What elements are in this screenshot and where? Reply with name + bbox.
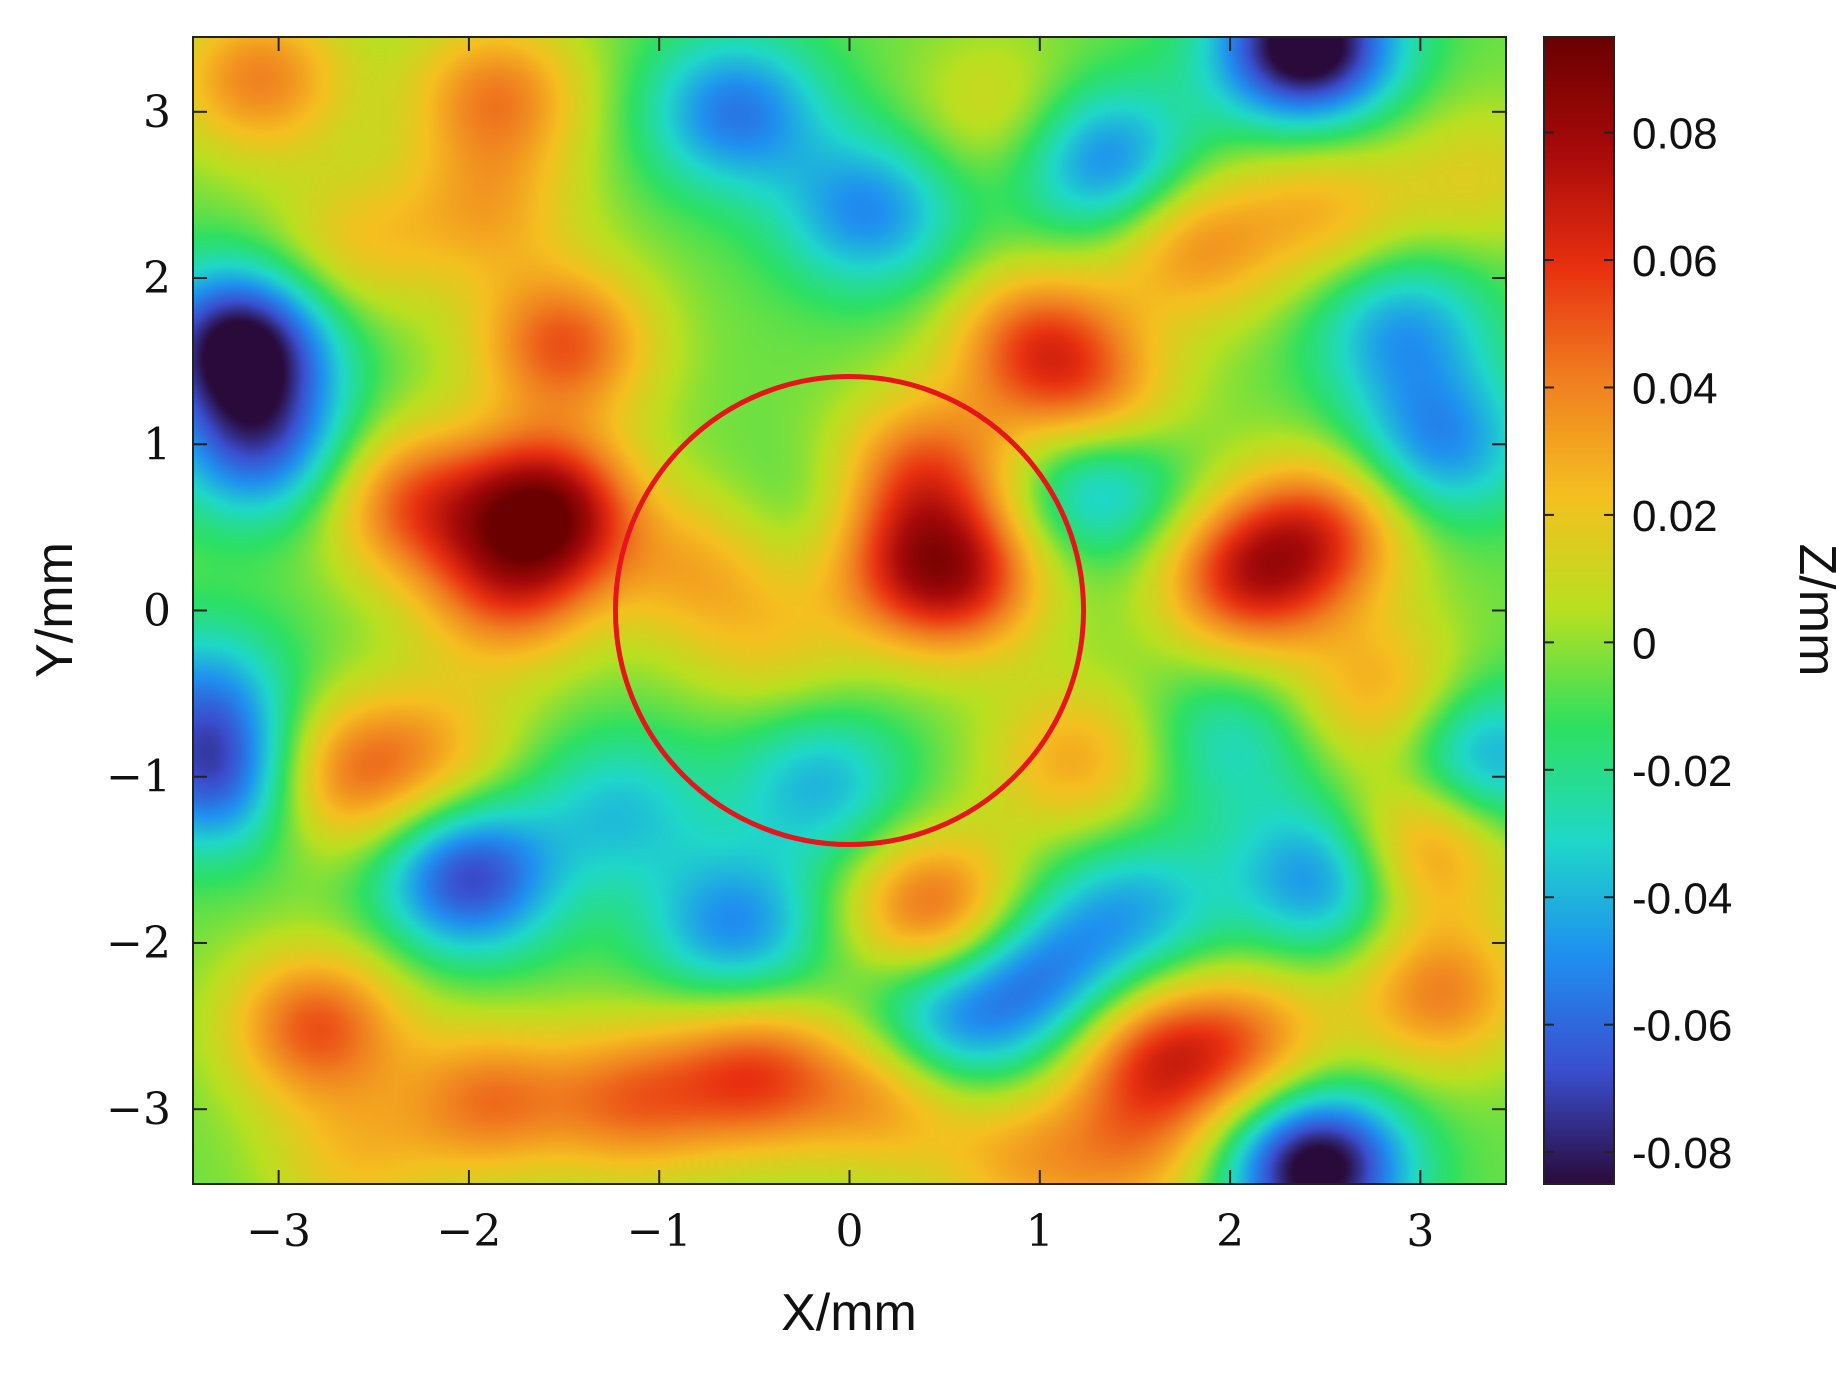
y-tick-label: 3 [143,87,171,138]
y-tick-label: −1 [106,752,171,803]
heatmap-image [193,37,1506,1184]
x-axis: −3 −2 −1 0 1 2 3 [246,37,1434,1257]
colorbar-label: Z/mm [1788,544,1836,677]
colorbar-tick-label: -0.08 [1632,1129,1732,1178]
x-tick-label: −3 [246,1206,311,1257]
colorbar-tick-label: 0 [1632,619,1656,668]
y-axis: −3 −2 −1 0 1 2 3 [106,87,1506,1135]
y-axis-label: Y/mm [26,542,84,678]
colorbar-tick-label: 0.06 [1632,237,1718,286]
x-tick-label: 1 [1026,1206,1054,1257]
colorbar-tick-label: -0.02 [1632,747,1732,796]
x-tick-label: 3 [1406,1206,1434,1257]
colorbar-gradient [1544,37,1614,1184]
y-tick-label: −3 [106,1084,171,1135]
colorbar: -0.08 -0.06 -0.04 -0.02 0 0.02 0.04 0.06 0.08 [1543,36,1732,1185]
y-tick-label: 2 [143,253,171,304]
colorbar-tick-label: -0.04 [1632,874,1732,923]
y-tick-label: 1 [143,419,171,470]
x-tick-label: 2 [1216,1206,1244,1257]
y-tick-label: −2 [106,918,171,969]
x-tick-label: −2 [436,1206,501,1257]
y-tick-label: 0 [143,586,171,637]
x-axis-label: X/mm [781,1284,917,1342]
colorbar-tick-label: 0.08 [1632,110,1718,159]
colorbar-tick-label: 0.02 [1632,492,1718,541]
colorbar-ticks: -0.08 -0.06 -0.04 -0.02 0 0.02 0.04 0.06 0.08 [1544,110,1732,1178]
x-tick-label: −1 [627,1206,692,1257]
highlight-circle [612,373,1087,848]
colorbar-frame [1543,36,1615,1185]
x-tick-label: 0 [836,1206,864,1257]
colorbar-tick-label: -0.06 [1632,1002,1732,1051]
colorbar-tick-label: 0.04 [1632,364,1718,413]
plot-area [192,36,1507,1185]
